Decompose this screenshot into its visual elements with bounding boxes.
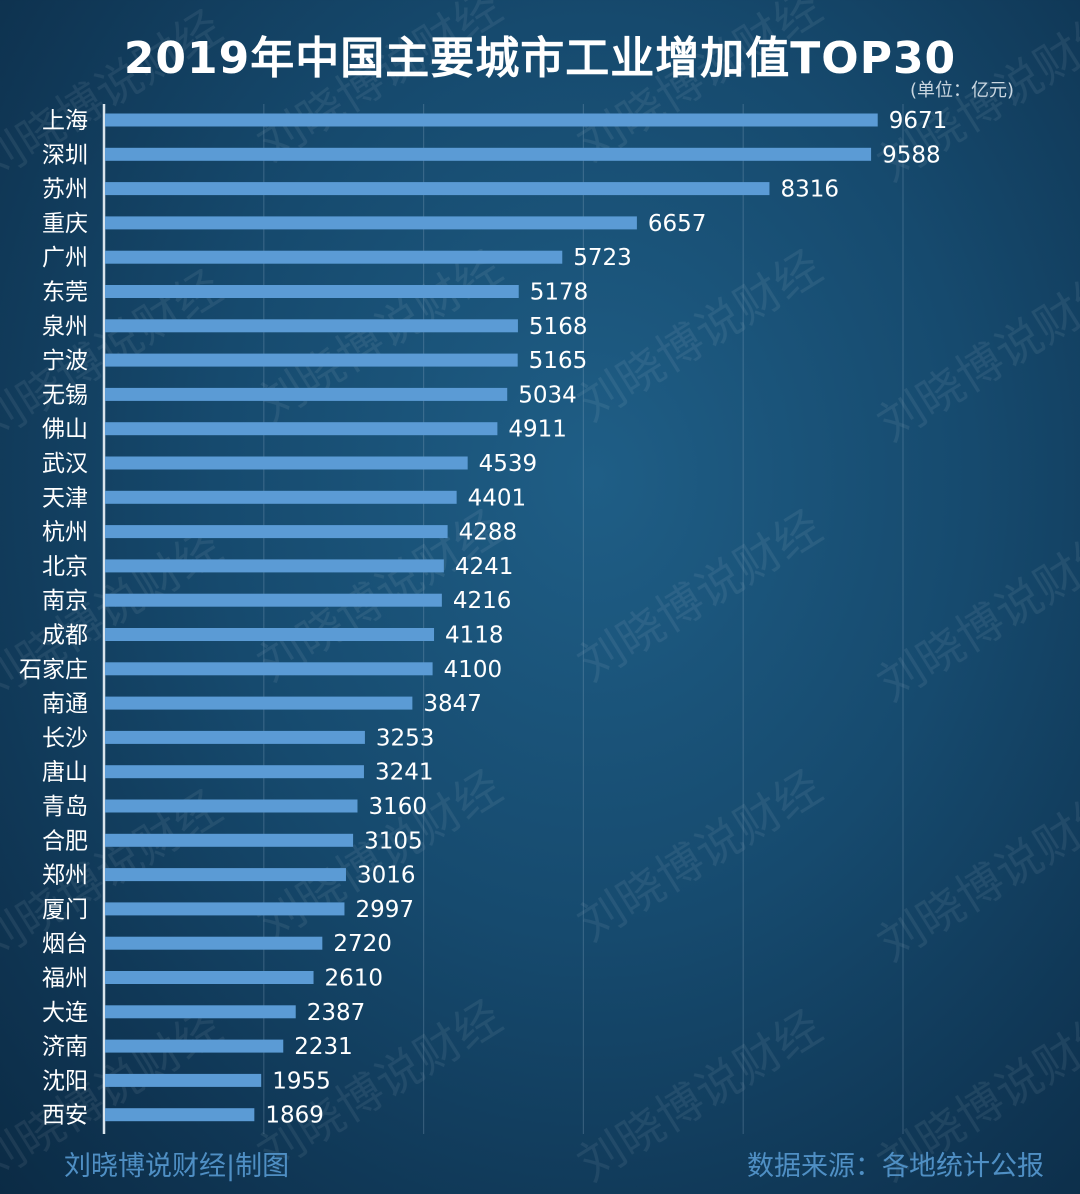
bar bbox=[105, 1108, 255, 1122]
category-label: 长沙 bbox=[42, 725, 88, 751]
value-label: 9671 bbox=[889, 108, 948, 134]
category-label: 武汉 bbox=[42, 451, 88, 477]
bar bbox=[105, 696, 413, 710]
bar bbox=[105, 319, 518, 333]
value-label: 4288 bbox=[459, 520, 518, 546]
value-label: 3253 bbox=[376, 725, 435, 751]
category-label: 南京 bbox=[42, 588, 88, 614]
category-label: 烟台 bbox=[42, 931, 88, 957]
bar bbox=[105, 662, 433, 676]
value-label: 2231 bbox=[294, 1034, 353, 1060]
chart-title: 2019年中国主要城市工业增加值TOP30 bbox=[123, 33, 957, 84]
category-label: 苏州 bbox=[42, 177, 88, 203]
category-label: 石家庄 bbox=[19, 657, 88, 683]
value-label: 4241 bbox=[455, 554, 514, 580]
value-label: 5168 bbox=[529, 314, 588, 340]
bar bbox=[105, 216, 637, 230]
value-label: 3241 bbox=[375, 760, 434, 786]
bar bbox=[105, 799, 358, 813]
bar bbox=[105, 422, 498, 436]
category-label: 厦门 bbox=[42, 897, 88, 923]
category-label: 大连 bbox=[42, 1000, 88, 1026]
source-text: 数据来源：各地统计公报 bbox=[747, 1151, 1044, 1182]
category-label: 南通 bbox=[42, 691, 88, 717]
bar bbox=[105, 730, 365, 744]
value-label: 4401 bbox=[468, 485, 527, 511]
value-label: 4118 bbox=[445, 623, 504, 649]
category-label: 北京 bbox=[42, 554, 88, 580]
value-label: 1955 bbox=[272, 1068, 331, 1094]
credit-text: 刘晓博说财经|制图 bbox=[64, 1151, 290, 1182]
value-label: 3105 bbox=[364, 828, 423, 854]
value-label: 8316 bbox=[780, 177, 839, 203]
value-label: 3016 bbox=[357, 863, 416, 889]
bar bbox=[105, 868, 346, 882]
category-label: 东莞 bbox=[42, 280, 88, 306]
value-label: 4911 bbox=[508, 417, 567, 443]
category-label: 杭州 bbox=[42, 520, 88, 546]
category-label: 宁波 bbox=[42, 348, 88, 374]
category-label: 重庆 bbox=[42, 211, 88, 237]
value-label: 2720 bbox=[333, 931, 392, 957]
bar bbox=[105, 456, 468, 470]
bar bbox=[105, 593, 442, 607]
value-label: 5034 bbox=[518, 382, 577, 408]
bar bbox=[105, 1005, 296, 1019]
bar bbox=[105, 525, 448, 539]
category-label: 成都 bbox=[42, 623, 88, 649]
value-label: 6657 bbox=[648, 211, 707, 237]
category-label: 无锡 bbox=[42, 382, 88, 408]
bar bbox=[105, 628, 435, 641]
value-label: 9588 bbox=[882, 142, 941, 168]
value-label: 3847 bbox=[423, 691, 482, 717]
bar bbox=[105, 902, 345, 916]
bar bbox=[105, 971, 314, 984]
value-label: 5165 bbox=[529, 348, 588, 374]
bar bbox=[105, 147, 872, 161]
value-label: 4100 bbox=[444, 657, 503, 683]
bar bbox=[105, 490, 457, 504]
category-label: 沈阳 bbox=[42, 1068, 88, 1094]
bar bbox=[105, 250, 563, 264]
value-label: 5178 bbox=[530, 280, 589, 306]
bar bbox=[105, 387, 508, 401]
value-label: 1869 bbox=[265, 1103, 324, 1129]
category-label: 广州 bbox=[42, 245, 88, 271]
bar bbox=[105, 765, 364, 779]
bar bbox=[105, 113, 878, 127]
bar bbox=[105, 936, 323, 950]
bar bbox=[105, 285, 519, 298]
value-label: 3160 bbox=[368, 794, 427, 820]
category-label: 上海 bbox=[42, 108, 88, 134]
bar bbox=[105, 559, 444, 573]
value-label: 4216 bbox=[453, 588, 512, 614]
category-label: 天津 bbox=[42, 485, 88, 511]
value-label: 4539 bbox=[479, 451, 538, 477]
unit-label: (单位：亿元) bbox=[909, 80, 1014, 101]
value-label: 2997 bbox=[355, 897, 414, 923]
category-label: 郑州 bbox=[42, 863, 88, 889]
category-label: 泉州 bbox=[42, 314, 88, 340]
category-label: 青岛 bbox=[42, 794, 88, 820]
bar bbox=[105, 182, 770, 196]
category-label: 佛山 bbox=[42, 417, 88, 443]
bar bbox=[105, 353, 518, 367]
category-label: 西安 bbox=[42, 1103, 88, 1129]
category-label: 深圳 bbox=[42, 142, 88, 168]
bar bbox=[105, 833, 354, 847]
bar bbox=[105, 1039, 284, 1053]
category-label: 福州 bbox=[42, 966, 88, 992]
value-label: 2610 bbox=[325, 966, 384, 992]
value-label: 2387 bbox=[307, 1000, 366, 1026]
category-label: 唐山 bbox=[42, 760, 88, 786]
category-label: 合肥 bbox=[42, 828, 88, 854]
category-label: 济南 bbox=[42, 1034, 88, 1060]
value-label: 5723 bbox=[573, 245, 632, 271]
bar bbox=[105, 1073, 262, 1087]
